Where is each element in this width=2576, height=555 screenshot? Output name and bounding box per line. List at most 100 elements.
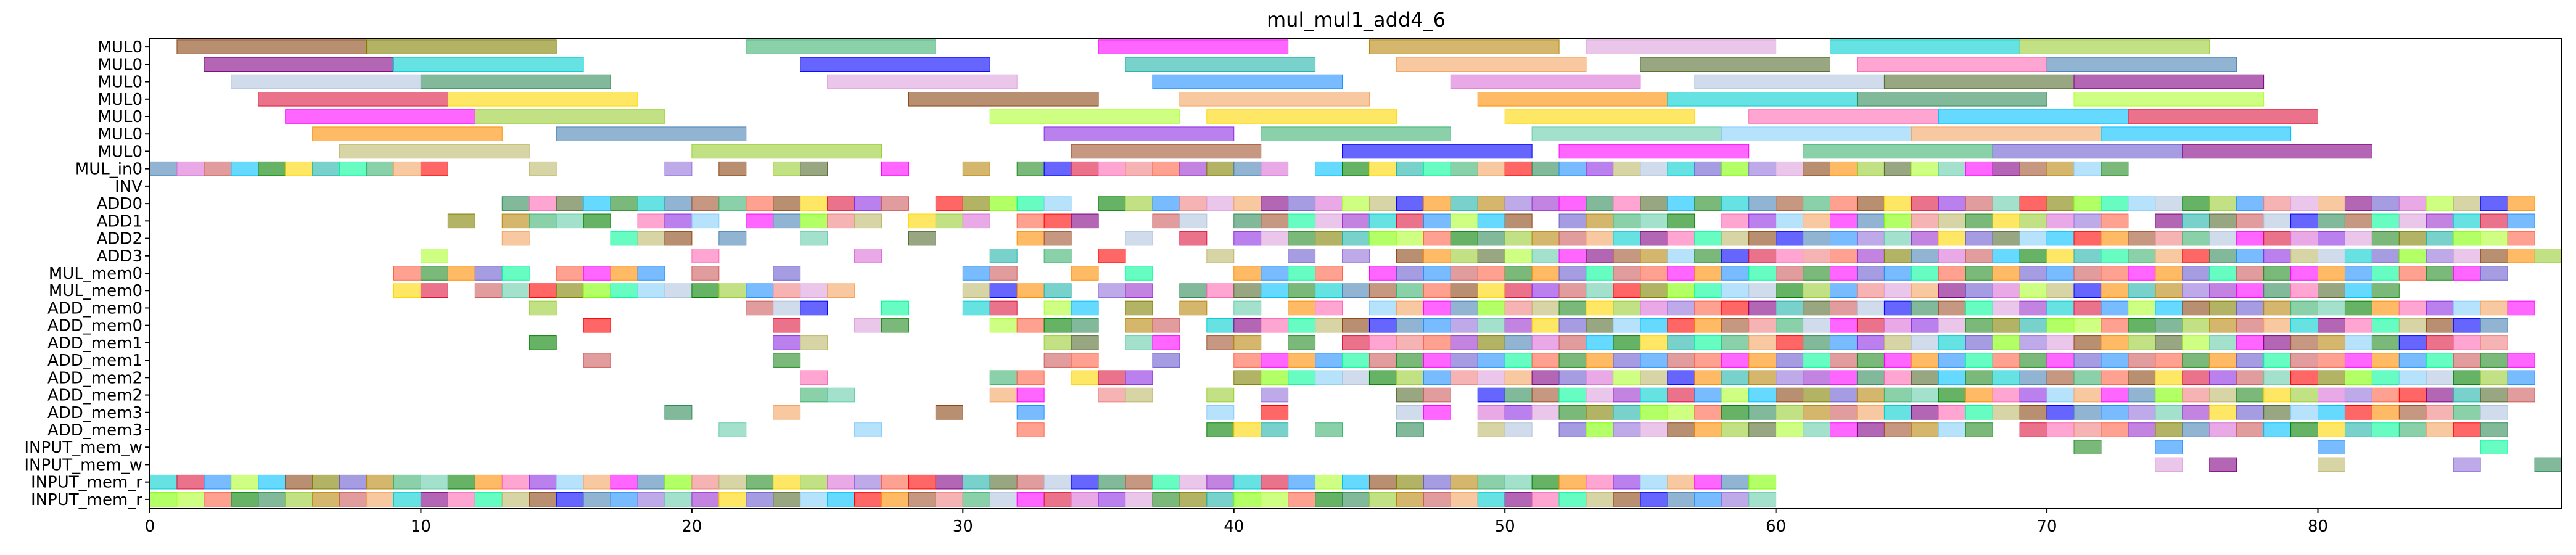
gantt-cell xyxy=(1016,422,1045,437)
gantt-cell xyxy=(2182,300,2210,316)
gantt-cell xyxy=(1206,283,1235,298)
gantt-cell xyxy=(2480,440,2508,455)
gantt-cell xyxy=(800,231,828,246)
gantt-cell xyxy=(1396,474,1424,490)
y-tick-label: INPUT_mem_w xyxy=(24,438,142,457)
gantt-cell xyxy=(447,474,475,490)
gantt-cell xyxy=(1098,283,1126,298)
gantt-cell xyxy=(258,492,286,507)
gantt-cell xyxy=(1992,300,2020,316)
gantt-cell xyxy=(1125,387,1153,403)
gantt-cell xyxy=(1125,318,1153,333)
gantt-bar xyxy=(1152,74,1343,89)
gantt-cell xyxy=(1613,248,1641,263)
gantt-cell xyxy=(1911,318,1939,333)
gantt-cell xyxy=(908,492,936,507)
gantt-cell xyxy=(2209,300,2237,316)
gantt-cell xyxy=(2398,370,2427,385)
gantt-cell xyxy=(2209,335,2237,350)
gantt-cell xyxy=(2073,266,2102,281)
gantt-cell xyxy=(2290,422,2319,437)
gantt-cell xyxy=(2209,283,2237,298)
gantt-cell xyxy=(746,196,774,211)
gantt-cell xyxy=(664,231,693,246)
gantt-cell xyxy=(1315,213,1343,229)
gantt-cell xyxy=(2480,231,2508,246)
gantt-cell xyxy=(2236,318,2265,333)
gantt-cell xyxy=(1830,370,1858,385)
gantt-cell xyxy=(1776,213,1804,229)
gantt-cell xyxy=(1640,492,1668,507)
gantt-cell xyxy=(827,213,855,229)
gantt-cell xyxy=(1694,335,1722,350)
gantt-cell xyxy=(1043,248,1072,263)
gantt-cell xyxy=(1803,387,1831,403)
gantt-cell xyxy=(989,266,1018,281)
gantt-cell xyxy=(2344,318,2372,333)
gantt-cell xyxy=(1938,318,1966,333)
gantt-cell xyxy=(1640,335,1668,350)
gantt-cell xyxy=(1396,283,1424,298)
gantt-cell xyxy=(2453,405,2481,420)
gantt-cell xyxy=(854,196,882,211)
gantt-cell xyxy=(1396,196,1424,211)
gantt-cell xyxy=(149,492,178,507)
gantt-cell xyxy=(2155,457,2183,472)
gantt-cell xyxy=(2101,335,2129,350)
gantt-cell xyxy=(935,405,963,420)
gantt-cell xyxy=(1803,300,1831,316)
y-tick-label: ADD0 xyxy=(97,195,142,213)
gantt-cell xyxy=(1883,387,1912,403)
gantt-cell xyxy=(800,387,828,403)
gantt-cell xyxy=(1830,196,1858,211)
gantt-cell xyxy=(2398,196,2427,211)
gantt-cell xyxy=(1261,387,1289,403)
gantt-bar xyxy=(2182,144,2372,159)
gantt-cell xyxy=(1938,231,1966,246)
gantt-cell xyxy=(1694,492,1722,507)
gantt-cell xyxy=(773,318,801,333)
gantt-cell xyxy=(2073,405,2102,420)
gantt-cell xyxy=(1368,300,1397,316)
gantt-cell xyxy=(989,492,1018,507)
gantt-cell xyxy=(2344,196,2372,211)
gantt-cell xyxy=(1586,283,1614,298)
gantt-cell xyxy=(2101,353,2129,368)
gantt-cell xyxy=(1396,422,1424,437)
gantt-bar xyxy=(827,74,1018,89)
gantt-cell xyxy=(339,161,368,176)
gantt-cell xyxy=(2480,387,2508,403)
gantt-cell xyxy=(1423,213,1451,229)
gantt-cell xyxy=(610,283,638,298)
gantt-bar xyxy=(800,57,990,72)
gantt-cell xyxy=(1368,283,1397,298)
gantt-cell xyxy=(1477,353,1505,368)
gantt-bar xyxy=(746,39,936,54)
gantt-cell xyxy=(1261,492,1289,507)
gantt-cell xyxy=(1748,370,1777,385)
gantt-cell xyxy=(2371,248,2400,263)
gantt-cell xyxy=(1504,283,1533,298)
gantt-cell xyxy=(556,266,584,281)
gantt-cell xyxy=(637,213,665,229)
gantt-cell xyxy=(2019,300,2047,316)
gantt-cell xyxy=(1803,370,1831,385)
gantt-cell xyxy=(962,161,990,176)
gantt-cell xyxy=(1342,213,1370,229)
gantt-cell xyxy=(2209,422,2237,437)
gantt-cell xyxy=(1261,161,1289,176)
gantt-cell xyxy=(2019,248,2047,263)
gantt-cell xyxy=(556,474,584,490)
gantt-bar xyxy=(258,91,448,107)
gantt-cell xyxy=(2344,422,2372,437)
gantt-cell xyxy=(637,196,665,211)
gantt-cell xyxy=(1856,370,1885,385)
x-tick-label: 0 xyxy=(145,517,155,536)
gantt-cell xyxy=(2453,231,2481,246)
y-tick-label: INV xyxy=(115,178,142,196)
gantt-bar xyxy=(1342,144,1533,159)
gantt-cell xyxy=(1423,161,1451,176)
gantt-cell xyxy=(1396,405,1424,420)
gantt-cell xyxy=(2426,353,2454,368)
gantt-cell xyxy=(1776,422,1804,437)
